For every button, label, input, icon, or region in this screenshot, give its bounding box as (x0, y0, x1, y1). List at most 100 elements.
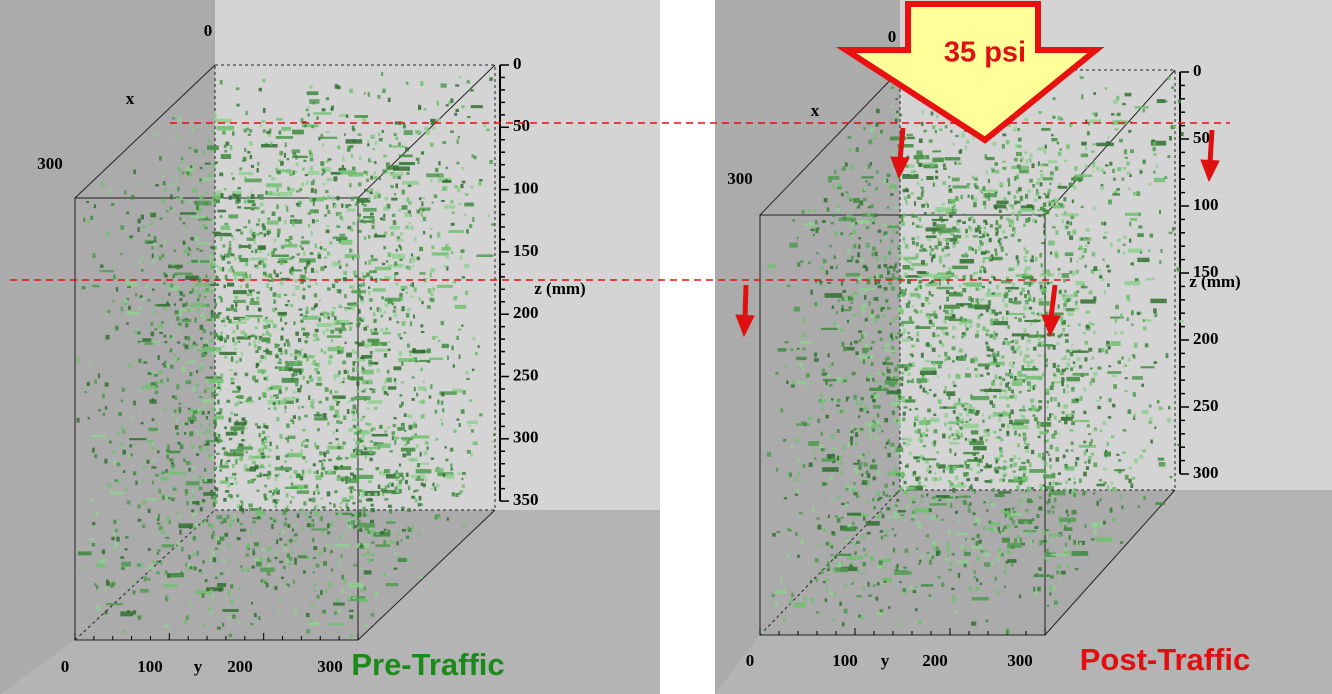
voxel (154, 374, 158, 377)
voxel (875, 597, 878, 601)
voxel (192, 489, 194, 494)
voxel (364, 491, 380, 496)
voxel (213, 275, 216, 279)
voxel (927, 409, 931, 413)
voxel (234, 422, 246, 426)
voxel (275, 273, 279, 277)
voxel (1083, 441, 1086, 444)
voxel (235, 403, 238, 406)
voxel (847, 556, 863, 560)
voxel (207, 429, 211, 433)
voxel (893, 548, 895, 553)
voxel (172, 184, 175, 187)
voxel (1052, 554, 1069, 556)
voxel (192, 501, 199, 504)
voxel (435, 438, 438, 441)
voxel (899, 462, 902, 464)
voxel (414, 287, 417, 292)
voxel (202, 411, 205, 415)
voxel (334, 204, 337, 208)
voxel (1019, 409, 1026, 412)
voxel (272, 212, 276, 217)
voxel (311, 181, 315, 185)
voxel (377, 368, 380, 373)
voxel (310, 620, 314, 623)
voxel (968, 439, 970, 443)
voxel (844, 297, 848, 301)
voxel (170, 284, 174, 288)
voxel (239, 167, 242, 170)
voxel (184, 620, 187, 625)
voxel (256, 511, 266, 516)
voxel (336, 429, 338, 432)
voxel (1002, 538, 1010, 543)
voxel (986, 329, 990, 332)
voxel (459, 423, 462, 427)
voxel (141, 422, 144, 424)
voxel (1012, 382, 1022, 386)
voxel (358, 489, 362, 492)
voxel (885, 235, 888, 239)
voxel (1142, 410, 1149, 414)
voxel (890, 106, 894, 109)
voxel (151, 332, 154, 337)
voxel (925, 284, 936, 287)
voxel (321, 463, 323, 467)
voxel (78, 551, 92, 555)
voxel (1080, 299, 1096, 303)
voxel (263, 272, 267, 276)
voxel (221, 154, 231, 159)
voxel (1170, 476, 1173, 478)
voxel (1019, 499, 1022, 503)
voxel (314, 305, 317, 308)
voxel (304, 415, 308, 418)
voxel (830, 592, 833, 596)
voxel (900, 309, 904, 314)
voxel (819, 444, 823, 448)
voxel (184, 472, 186, 476)
voxel (1153, 147, 1156, 151)
voxel (238, 255, 242, 259)
voxel (787, 553, 789, 557)
voxel (265, 191, 268, 195)
voxel (974, 457, 978, 461)
voxel (999, 531, 1002, 534)
voxel (1133, 392, 1136, 397)
voxel (948, 176, 950, 178)
voxel (866, 471, 869, 475)
voxel (1032, 218, 1035, 222)
voxel (1164, 176, 1167, 179)
voxel (990, 224, 993, 227)
voxel (1100, 430, 1102, 433)
voxel (894, 534, 896, 537)
voxel (399, 155, 413, 158)
voxel (374, 328, 377, 332)
voxel (1127, 318, 1129, 322)
voxel (139, 261, 141, 264)
voxel (334, 378, 336, 380)
voxel (218, 434, 220, 438)
voxel (959, 465, 963, 467)
voxel (829, 476, 833, 480)
voxel (212, 531, 215, 536)
voxel (1125, 93, 1132, 97)
voxel (875, 187, 878, 190)
voxel (256, 562, 262, 567)
voxel (1088, 456, 1092, 459)
voxel (849, 306, 852, 309)
voxel (233, 514, 236, 518)
voxel (802, 464, 805, 468)
voxel (312, 399, 315, 402)
voxel (1023, 316, 1026, 318)
voxel (148, 234, 150, 237)
voxel (1023, 357, 1025, 361)
voxel (1079, 245, 1083, 249)
voxel (1019, 391, 1022, 394)
voxel (921, 187, 924, 189)
voxel (383, 89, 386, 93)
voxel (927, 379, 930, 382)
voxel (813, 210, 816, 212)
voxel (949, 569, 952, 571)
voxel (331, 172, 342, 175)
voxel (461, 167, 464, 170)
